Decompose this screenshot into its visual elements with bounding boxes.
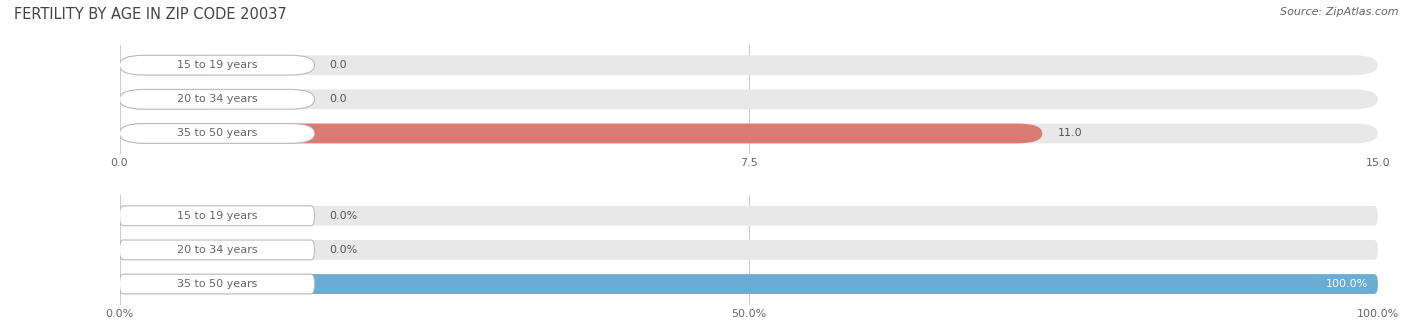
Text: 15 to 19 years: 15 to 19 years bbox=[177, 60, 257, 70]
Text: 11.0: 11.0 bbox=[1057, 128, 1083, 138]
FancyBboxPatch shape bbox=[120, 274, 1378, 294]
FancyBboxPatch shape bbox=[120, 89, 226, 109]
Text: 0.0: 0.0 bbox=[329, 60, 347, 70]
FancyBboxPatch shape bbox=[120, 55, 315, 75]
FancyBboxPatch shape bbox=[120, 274, 1378, 294]
Text: 20 to 34 years: 20 to 34 years bbox=[177, 245, 257, 255]
FancyBboxPatch shape bbox=[120, 206, 1378, 226]
Text: 15 to 19 years: 15 to 19 years bbox=[177, 211, 257, 221]
Text: 35 to 50 years: 35 to 50 years bbox=[177, 128, 257, 138]
FancyBboxPatch shape bbox=[120, 123, 1042, 143]
FancyBboxPatch shape bbox=[120, 89, 315, 109]
FancyBboxPatch shape bbox=[120, 240, 1378, 260]
FancyBboxPatch shape bbox=[120, 89, 1378, 109]
FancyBboxPatch shape bbox=[120, 240, 315, 260]
Text: 0.0%: 0.0% bbox=[329, 245, 359, 255]
FancyBboxPatch shape bbox=[120, 240, 226, 260]
FancyBboxPatch shape bbox=[120, 55, 1378, 75]
Text: Source: ZipAtlas.com: Source: ZipAtlas.com bbox=[1281, 7, 1399, 17]
Text: 0.0: 0.0 bbox=[329, 94, 347, 104]
FancyBboxPatch shape bbox=[120, 123, 1378, 143]
FancyBboxPatch shape bbox=[120, 123, 315, 143]
Text: 100.0%: 100.0% bbox=[1326, 279, 1368, 289]
FancyBboxPatch shape bbox=[120, 274, 315, 294]
FancyBboxPatch shape bbox=[120, 206, 226, 226]
Text: 20 to 34 years: 20 to 34 years bbox=[177, 94, 257, 104]
FancyBboxPatch shape bbox=[120, 55, 226, 75]
Text: FERTILITY BY AGE IN ZIP CODE 20037: FERTILITY BY AGE IN ZIP CODE 20037 bbox=[14, 7, 287, 22]
Text: 35 to 50 years: 35 to 50 years bbox=[177, 279, 257, 289]
FancyBboxPatch shape bbox=[120, 206, 315, 226]
Text: 0.0%: 0.0% bbox=[329, 211, 359, 221]
